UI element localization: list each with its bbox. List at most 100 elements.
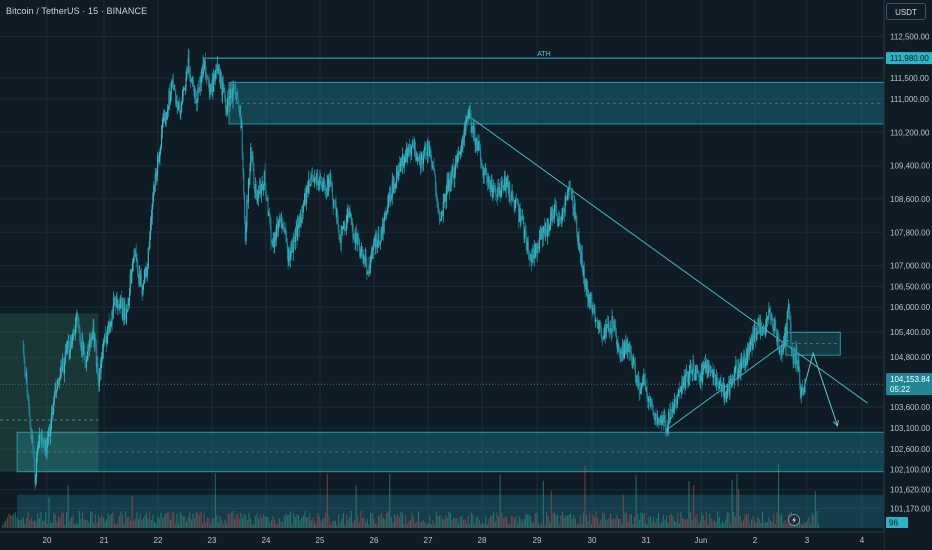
volume-bar — [112, 512, 114, 528]
volume-bar — [694, 516, 696, 528]
price-tick-label: 106,000.00 — [890, 303, 931, 312]
candle-body — [347, 213, 349, 215]
candle-body — [721, 386, 724, 392]
volume-bar — [346, 514, 348, 528]
volume-bar — [651, 521, 653, 528]
volume-bar — [573, 514, 575, 528]
symbol-title[interactable]: Bitcoin / TetherUS · 15 · BINANCE — [6, 6, 148, 16]
candle-body — [337, 222, 339, 230]
candle-layer — [22, 48, 806, 490]
volume-bar — [571, 519, 573, 528]
volume-marker-tag — [886, 517, 908, 528]
volume-bar — [435, 511, 437, 528]
volume-bar — [304, 511, 306, 528]
candle-body — [691, 372, 693, 374]
volume-bar — [147, 518, 149, 528]
candle-body — [64, 363, 66, 374]
candle-body — [725, 394, 727, 396]
candle-body — [336, 210, 339, 223]
volume-bar — [763, 522, 765, 528]
candle-body — [578, 235, 580, 250]
volume-bar — [746, 514, 748, 528]
candle-body — [320, 181, 322, 184]
volume-bar — [816, 511, 818, 528]
volume-bar — [189, 512, 191, 528]
volume-bar — [632, 524, 634, 528]
volume-bar — [690, 512, 692, 528]
candle-body — [470, 117, 472, 133]
candle-body — [586, 281, 588, 291]
candle-body — [483, 174, 485, 176]
candle-body — [264, 171, 266, 183]
candle-body — [46, 444, 48, 456]
volume-bar — [94, 514, 96, 528]
candle-body — [532, 255, 535, 259]
candle-body — [679, 390, 682, 392]
candle-body — [231, 96, 233, 101]
candle-body — [334, 201, 336, 203]
candle-body — [117, 304, 120, 307]
volume-bar — [568, 514, 570, 528]
candle-body — [452, 167, 454, 176]
candle-body — [267, 197, 269, 216]
candle-body — [772, 328, 775, 331]
candle-body — [253, 167, 255, 185]
volume-bar — [62, 512, 64, 528]
volume-bar — [85, 520, 87, 528]
candle-body — [213, 74, 215, 92]
price-tick-label: 107,000.00 — [890, 262, 931, 271]
candle-body — [769, 309, 771, 311]
candle-body — [117, 304, 119, 308]
volume-bar — [805, 522, 807, 528]
candle-body — [584, 280, 586, 287]
volume-bar — [341, 518, 343, 528]
zone-layer — [0, 81, 885, 528]
volume-bar — [179, 511, 181, 528]
time-tick-label: 24 — [262, 536, 271, 545]
candle-body — [380, 230, 382, 242]
candle-body — [431, 160, 433, 168]
volume-bar — [565, 515, 567, 528]
candle-body — [763, 327, 765, 335]
candle-body — [556, 207, 558, 216]
candle-body — [167, 107, 169, 110]
candle-body — [141, 286, 143, 295]
candle-body — [507, 182, 509, 194]
candle-body — [610, 328, 612, 333]
candle-body — [576, 216, 578, 232]
volume-bar — [67, 485, 69, 528]
time-tick-label: 28 — [478, 536, 487, 545]
candle-body — [637, 376, 639, 387]
candle-body — [230, 89, 232, 96]
volume-bar — [211, 518, 213, 528]
volume-bar — [362, 518, 364, 528]
candle-body — [335, 202, 337, 217]
candle-body — [214, 70, 216, 81]
candle-body — [687, 373, 689, 384]
volume-bar — [238, 518, 240, 528]
volume-bar — [698, 524, 700, 528]
candle-body — [761, 326, 763, 336]
candle-body — [165, 119, 167, 124]
volume-bar — [275, 524, 277, 528]
candle-body — [317, 181, 319, 186]
candle-body — [590, 294, 592, 301]
candle-body — [544, 226, 546, 236]
candle-body — [484, 168, 486, 175]
volume-bar — [621, 523, 623, 528]
volume-bar — [379, 514, 381, 528]
candle-body — [624, 342, 626, 351]
volume-bar — [426, 524, 428, 528]
currency-button[interactable]: USDT — [886, 3, 926, 20]
candle-body — [188, 57, 190, 73]
volume-bar — [733, 512, 735, 528]
candle-body — [724, 392, 726, 400]
candle-body — [313, 180, 315, 182]
candle-body — [288, 248, 291, 261]
candle-body — [406, 148, 408, 158]
candle-body — [409, 149, 411, 154]
candle-body — [308, 179, 310, 186]
candle-body — [765, 324, 767, 336]
